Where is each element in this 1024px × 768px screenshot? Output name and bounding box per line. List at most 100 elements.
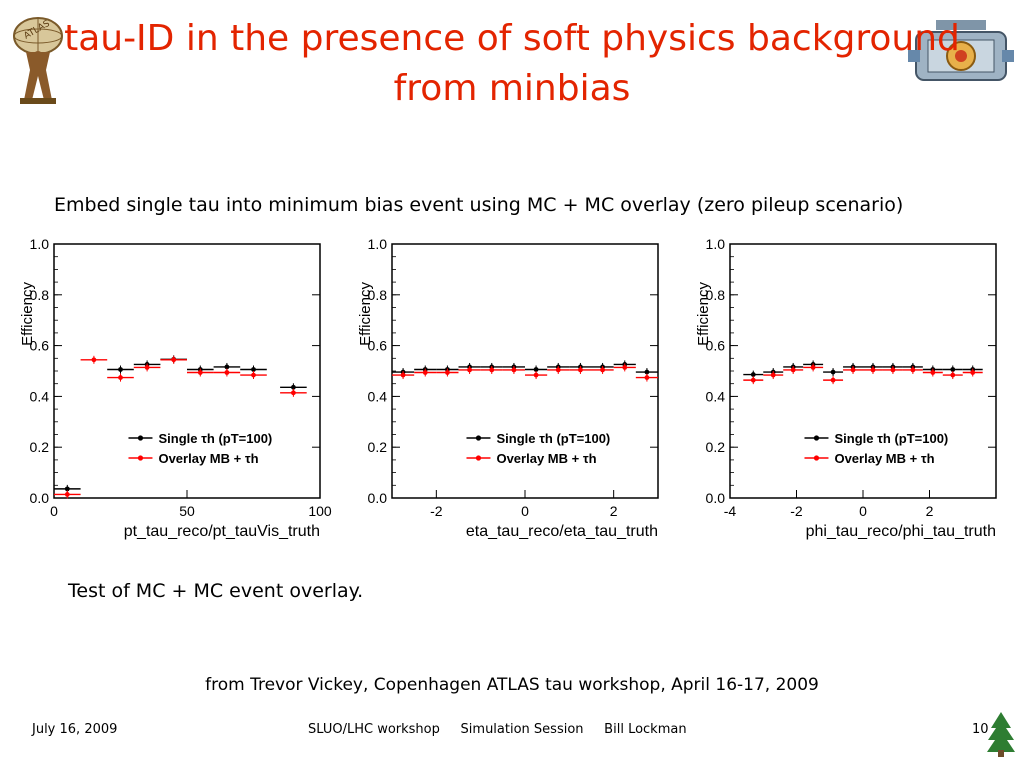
data-point — [251, 372, 256, 378]
y-tick-label: 0.6 — [706, 338, 726, 354]
y-tick-label: 0.2 — [706, 439, 726, 455]
x-tick-label: 0 — [859, 503, 867, 519]
y-tick-label: 1.0 — [368, 236, 388, 252]
data-point — [197, 370, 203, 375]
data-point — [622, 365, 628, 370]
efficiency-vs-eta-chart: 0.0 0.2 0.4 0.6 0.8 1.0 -2 0 2 eta_tau_reco/eta_t… — [357, 236, 659, 540]
data-point — [171, 357, 177, 363]
x-tick-label: -2 — [790, 503, 803, 519]
y-tick-label: 0.0 — [30, 490, 50, 506]
y-tick-label: 0.2 — [368, 439, 388, 455]
data-point — [830, 369, 836, 375]
y-tick-label: 1.0 — [706, 236, 726, 252]
y-axis-label: Efficiency — [695, 282, 712, 346]
data-point — [810, 365, 816, 370]
slide-title: tau-ID in the presence of soft physics b… — [40, 14, 984, 114]
x-axis-label: phi_tau_reco/phi_tau_truth — [806, 523, 996, 540]
data-point — [400, 372, 406, 378]
data-point — [224, 364, 230, 370]
source-credit: from Trevor Vickey, Copenhagen ATLAS tau… — [205, 675, 819, 695]
x-tick-label: 100 — [308, 503, 332, 519]
data-point — [533, 372, 539, 378]
y-tick-label: 0.4 — [706, 388, 726, 404]
x-tick-label: 2 — [926, 503, 934, 519]
y-tick-label: 0.4 — [30, 388, 50, 404]
data-point — [750, 372, 756, 377]
y-axis-label: Efficiency — [19, 282, 36, 346]
overlay-note: Test of MC + MC event overlay. — [68, 580, 364, 602]
data-point — [910, 367, 916, 373]
legend-marker — [137, 435, 144, 441]
data-point — [251, 367, 256, 372]
data-point — [91, 357, 97, 363]
legend-entry: Overlay MB + τh — [496, 451, 596, 466]
legend-entry: Overlay MB + τh — [834, 451, 934, 466]
data-point — [600, 367, 605, 373]
data-point — [291, 384, 296, 390]
data-point — [950, 367, 956, 372]
x-tick-label: -4 — [724, 503, 737, 519]
data-point — [890, 367, 896, 373]
data-point — [118, 367, 123, 372]
data-point — [644, 369, 650, 375]
data-point — [64, 486, 70, 492]
detector-image — [908, 20, 1014, 81]
atlas-logo: ATLAS — [13, 17, 63, 104]
slide-subtitle: Embed single tau into minimum bias event… — [54, 194, 904, 216]
data-point — [970, 370, 976, 375]
y-tick-label: 0.0 — [706, 490, 726, 506]
data-point — [870, 367, 876, 373]
legend-entry: Overlay MB + τh — [158, 451, 258, 466]
data-point — [750, 377, 756, 383]
y-tick-label: 0.0 — [368, 490, 388, 506]
y-tick-label: 0.2 — [30, 439, 50, 455]
data-point — [64, 492, 70, 497]
footer-date: July 16, 2009 — [32, 722, 118, 737]
data-point — [850, 367, 856, 373]
efficiency-vs-phi-chart: 0.0 0.2 0.4 0.6 0.8 1.0 -4 -2 0 2 phi_tau_reco/phi… — [695, 236, 997, 540]
legend-marker — [475, 435, 482, 441]
x-tick-label: 0 — [50, 503, 58, 519]
x-axis-label: pt_tau_reco/pt_tauVis_truth — [124, 523, 320, 540]
footer-page-number: 10 — [972, 722, 989, 737]
legend-entry: Single τh (pT=100) — [834, 431, 948, 446]
data-point — [644, 375, 650, 380]
plot-frame — [391, 243, 659, 499]
data-point — [291, 390, 296, 396]
slide-title-line2: from minbias — [393, 68, 631, 109]
data-point — [511, 367, 517, 373]
x-tick-label: 0 — [521, 503, 529, 519]
y-tick-label: 0.6 — [30, 338, 50, 354]
x-tick-label: 50 — [179, 503, 195, 519]
data-point — [467, 367, 472, 373]
data-point — [790, 367, 796, 373]
data-point — [578, 367, 583, 373]
legend-entry: Single τh (pT=100) — [496, 431, 610, 446]
data-point — [950, 372, 956, 378]
y-tick-label: 0.8 — [368, 287, 388, 303]
data-point — [422, 370, 428, 375]
slide-title-line1: tau-ID in the presence of soft physics b… — [64, 18, 960, 59]
y-tick-label: 0.8 — [706, 287, 726, 303]
efficiency-vs-pt-chart: 0.0 0.2 0.4 0.6 0.8 1.0 0 50 100 pt_tau_reco/pt_t… — [19, 236, 332, 540]
data-point — [830, 377, 836, 383]
data-point — [445, 370, 450, 375]
y-tick-label: 0.8 — [30, 287, 50, 303]
footer-center: SLUO/LHC workshop Simulation Session Bil… — [308, 722, 687, 737]
legend-marker — [475, 455, 482, 461]
data-point — [930, 370, 936, 375]
data-point — [770, 372, 776, 378]
legend-marker — [813, 455, 820, 461]
legend-marker — [137, 455, 144, 461]
data-point — [533, 367, 539, 372]
y-tick-label: 1.0 — [30, 236, 50, 252]
tree-icon — [987, 712, 1015, 757]
data-point — [144, 365, 150, 370]
data-point — [489, 367, 495, 373]
x-axis-label: eta_tau_reco/eta_tau_truth — [466, 523, 658, 540]
data-point — [118, 375, 123, 380]
y-tick-label: 0.4 — [368, 388, 388, 404]
y-tick-label: 0.6 — [368, 338, 388, 354]
y-axis-label: Efficiency — [357, 282, 374, 346]
data-point — [555, 367, 561, 373]
